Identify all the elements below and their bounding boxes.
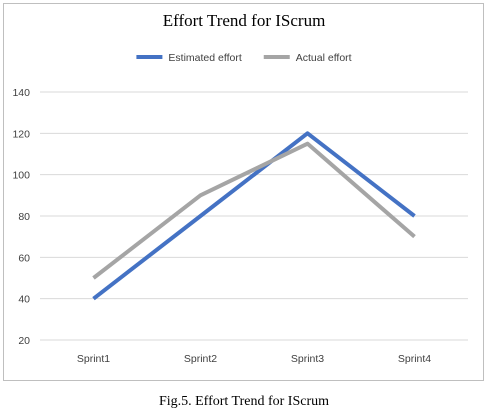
y-tick-label-140: 140 [12,87,30,99]
legend: Estimated effort Actual effort [136,52,352,64]
y-tick-label-80: 80 [18,211,30,223]
legend-label: Actual effort [296,52,352,64]
series-line-estimated-effort [92,131,416,301]
y-tick-label-20: 20 [18,335,30,347]
series-line-actual-effort [92,141,416,280]
series-lines [92,131,416,301]
legend-item-actual-effort: Actual effort [263,52,352,64]
figure-caption: Fig.5. Effort Trend for IScrum [159,394,329,409]
y-tick-label-60: 60 [18,252,30,264]
x-tick-label-sprint2: Sprint2 [184,353,217,365]
legend-item-estimated-effort: Estimated effort [136,52,242,64]
x-tick-label-sprint4: Sprint4 [398,353,431,365]
y-axis-tick-labels: 20 40 60 80 100 120 140 [12,87,30,347]
y-tick-label-120: 120 [12,128,30,140]
x-tick-label-sprint1: Sprint1 [77,353,110,365]
x-axis-tick-labels: Sprint1 Sprint2 Sprint3 Sprint4 [77,353,431,365]
x-tick-label-sprint3: Sprint3 [291,353,324,365]
y-tick-label-100: 100 [12,170,30,182]
gridlines [40,91,468,341]
legend-label: Estimated effort [168,52,241,64]
y-tick-label-40: 40 [18,294,30,306]
chart-frame [3,3,484,381]
chart-title: Effort Trend for IScrum [163,11,326,30]
